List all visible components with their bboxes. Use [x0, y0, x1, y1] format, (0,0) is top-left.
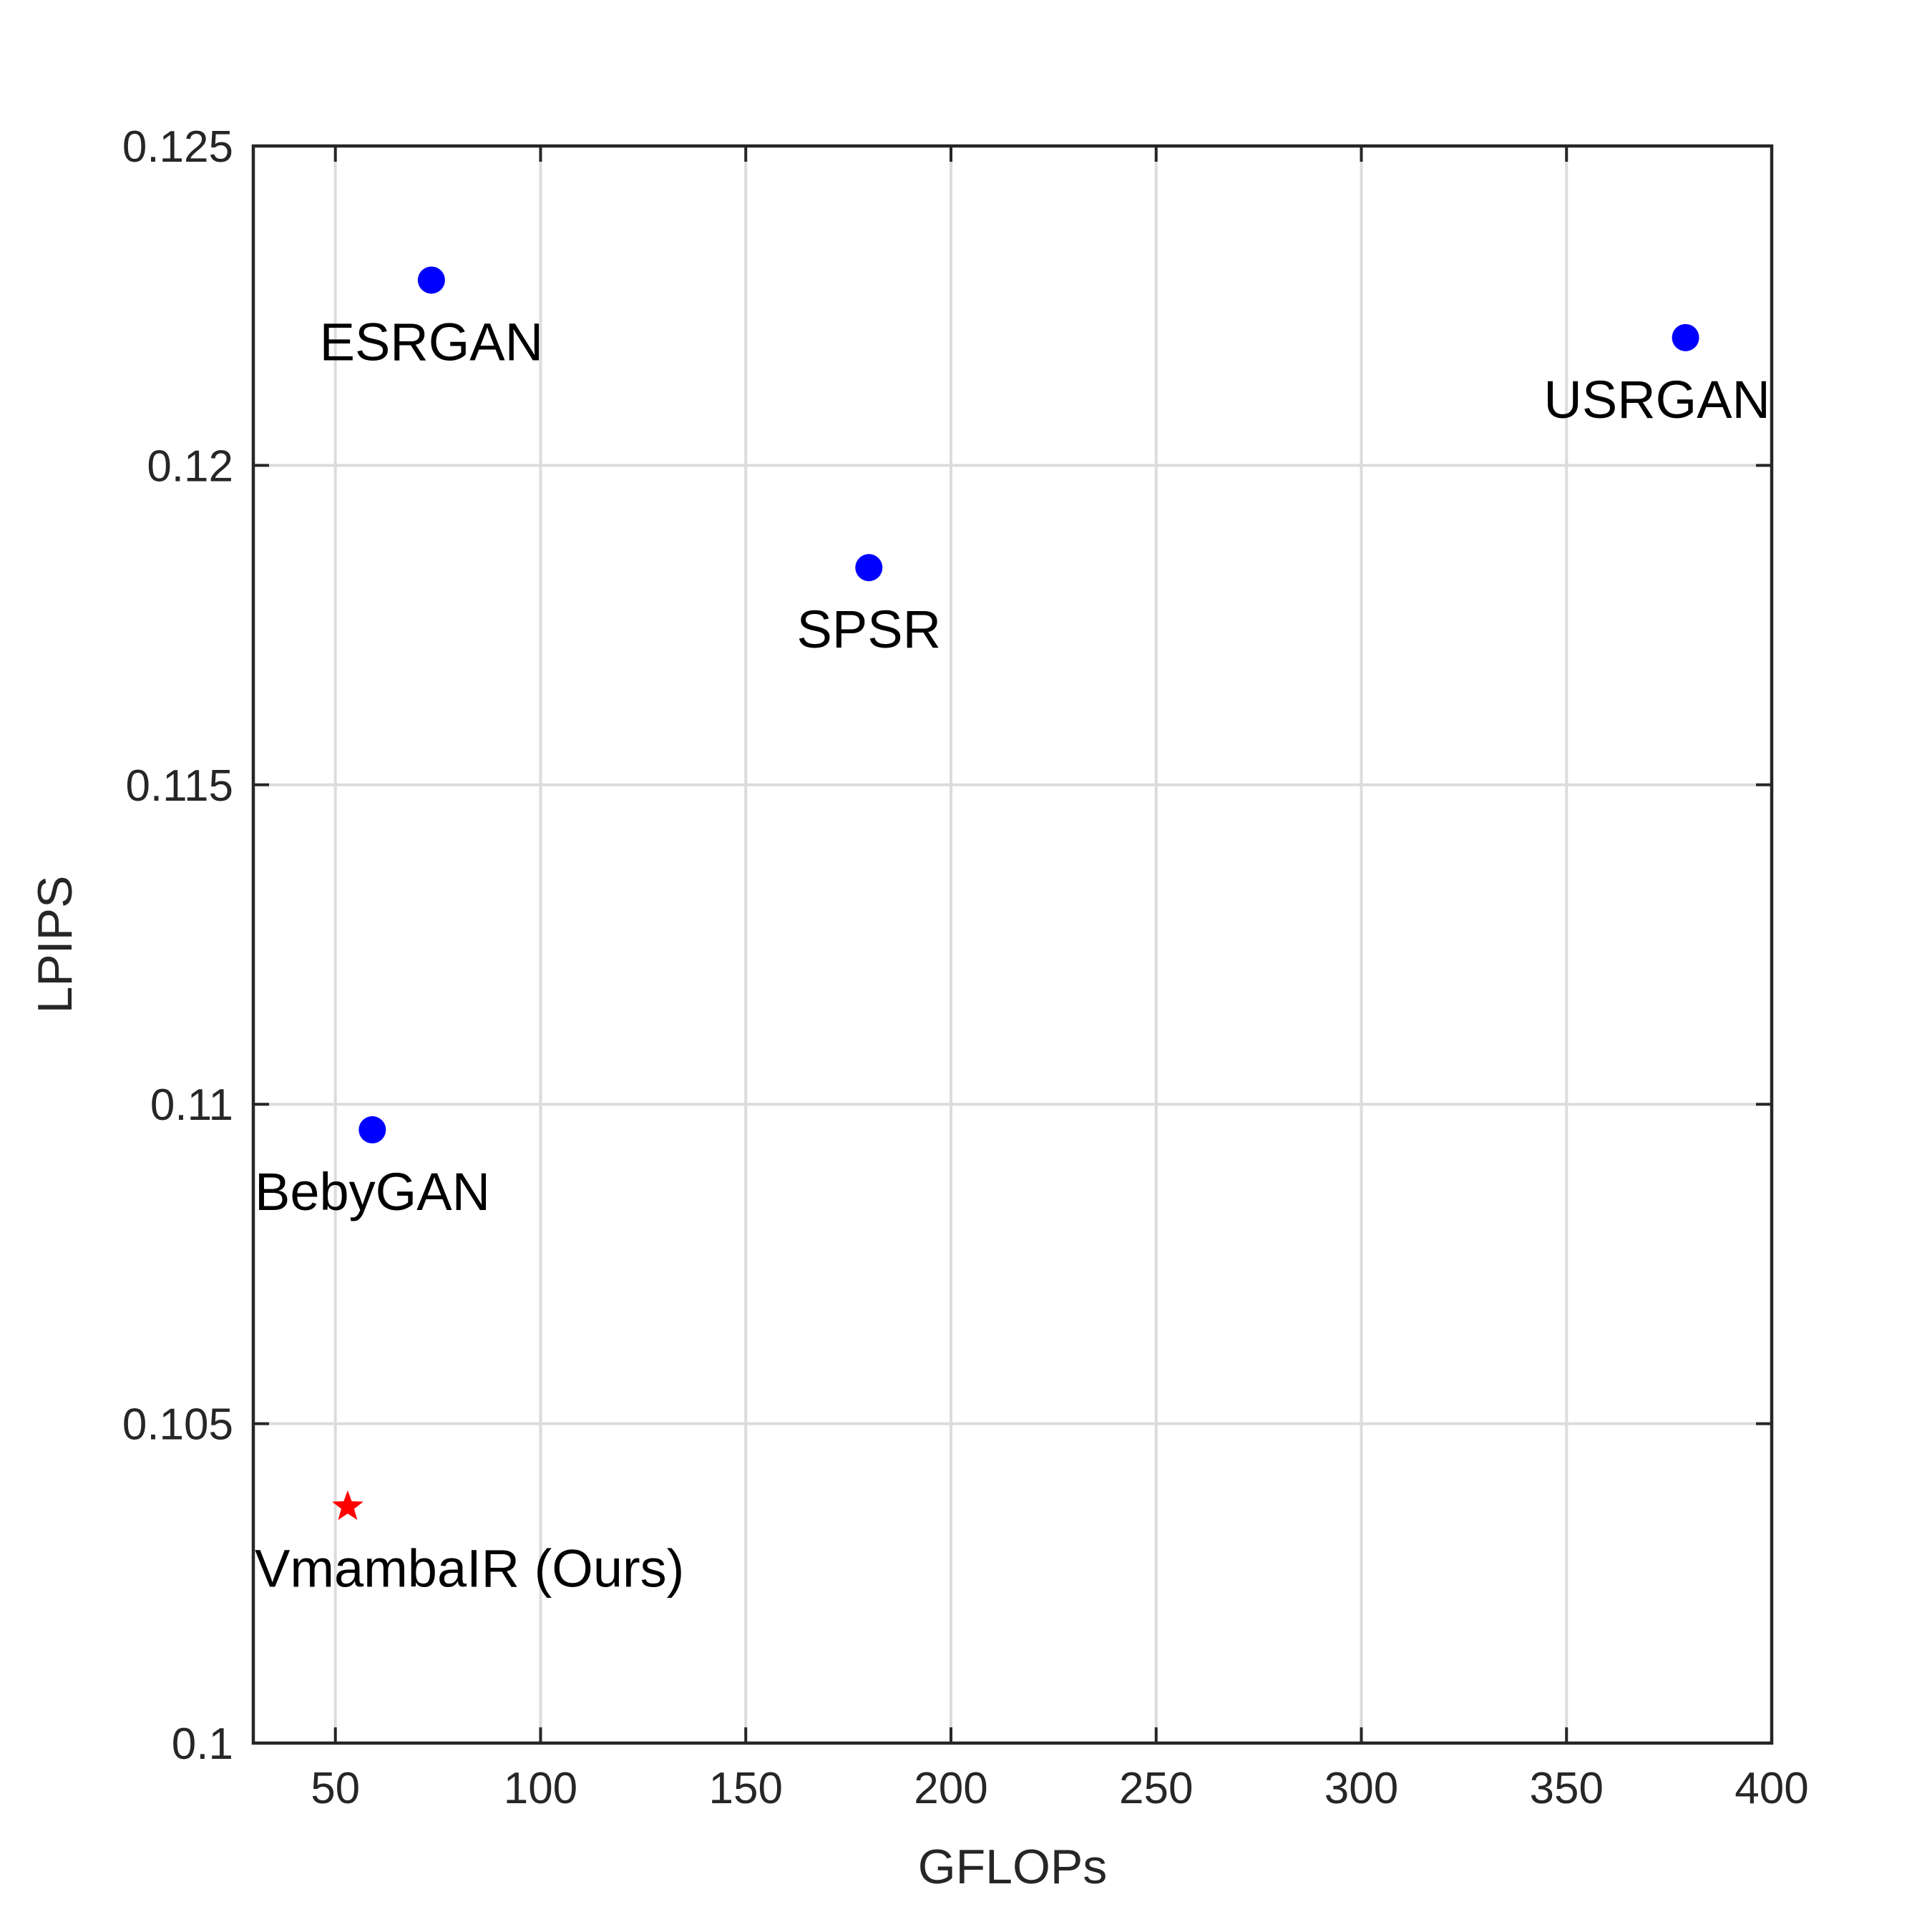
x-tick-label: 200 [914, 1764, 987, 1813]
label-bebygan: BebyGAN [255, 1162, 490, 1221]
x-tick-label: 250 [1119, 1764, 1193, 1813]
label-esrgan: ESRGAN [320, 313, 544, 372]
point-spsr [855, 554, 883, 582]
x-tick-label: 300 [1324, 1764, 1398, 1813]
y-tick-label: 0.115 [125, 761, 233, 811]
label-vmambair-ours: VmambaIR (Ours) [255, 1539, 684, 1599]
point-esrgan [417, 266, 445, 294]
y-tick-label: 0.12 [147, 441, 233, 491]
data-point-labels: ESRGAN USRGAN SPSR BebyGAN VmambaIR (Ours) [255, 313, 1770, 1599]
y-tick-label: 0.125 [122, 122, 233, 172]
data-points [332, 266, 1699, 1521]
x-tick-label: 350 [1530, 1764, 1604, 1813]
y-tick-label: 0.11 [150, 1080, 233, 1130]
x-tick-labels: 50 100 150 200 250 300 350 400 [311, 1764, 1809, 1813]
point-bebygan [358, 1116, 386, 1143]
label-usrgan: USRGAN [1543, 370, 1770, 429]
y-tick-labels: 0.1 0.105 0.11 0.115 0.12 0.125 [122, 122, 233, 1769]
x-tick-label: 100 [504, 1764, 577, 1813]
plot-area-frame [251, 144, 1774, 1745]
y-axis-title: LPIPS [28, 876, 82, 1014]
label-spsr: SPSR [797, 600, 942, 659]
y-tick-label: 0.1 [172, 1719, 233, 1769]
x-tick-label: 50 [311, 1764, 360, 1813]
point-usrgan [1672, 323, 1699, 351]
y-tick-label: 0.105 [122, 1400, 233, 1450]
x-axis-title: GFLOPs [918, 1840, 1108, 1894]
point-vmambair-ours [332, 1490, 364, 1521]
x-tick-label: 150 [708, 1764, 782, 1813]
x-tick-label: 400 [1735, 1764, 1808, 1813]
